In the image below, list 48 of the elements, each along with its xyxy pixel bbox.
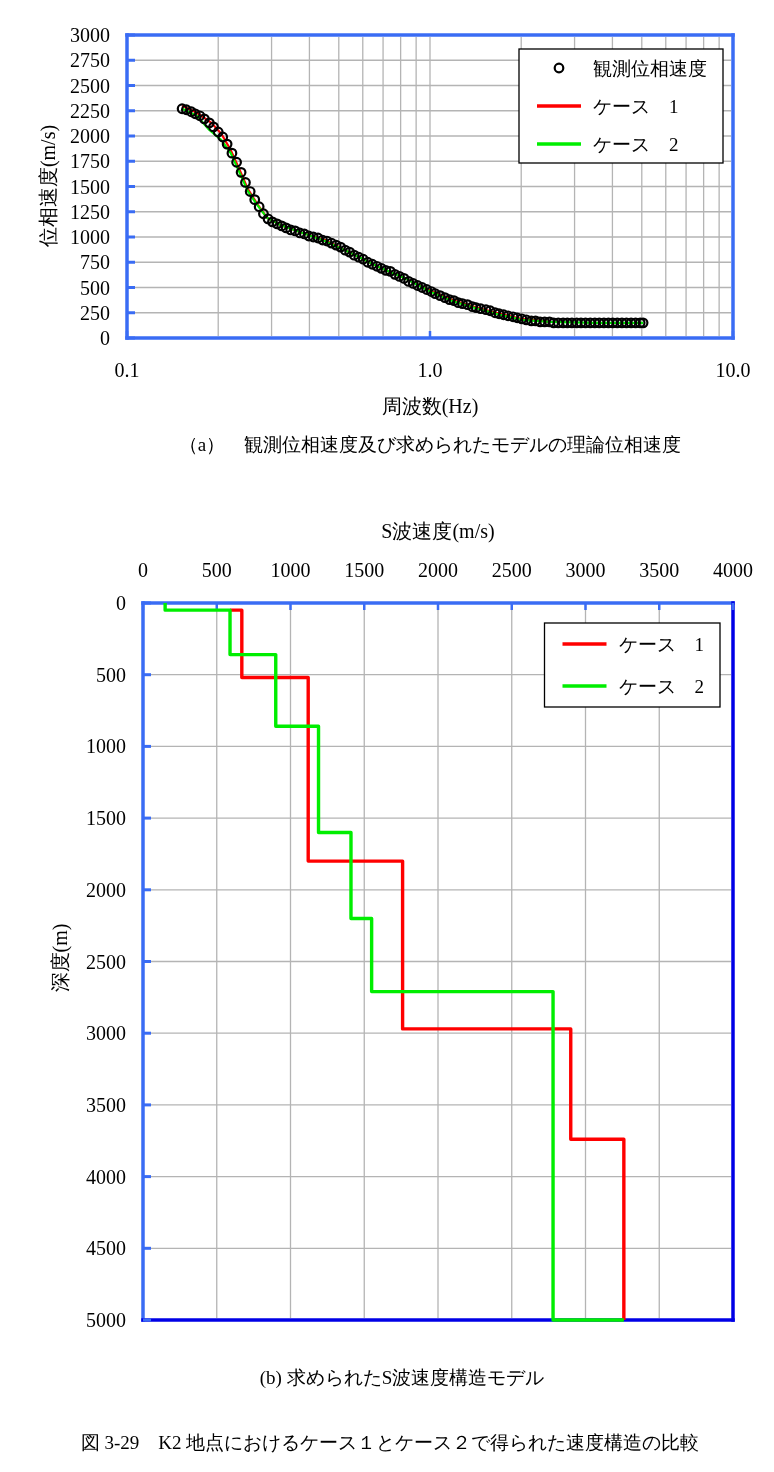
title: （a） 観測位相速度及び求められたモデルの理論位相速度	[178, 434, 682, 455]
x-tick-label: 3500	[639, 559, 680, 581]
y-axis-title: 深度(m)	[49, 923, 71, 993]
legend-label: 観測位相速度	[593, 58, 707, 79]
x-tick-label: 0	[138, 559, 148, 581]
x-tick-label: 1.0	[417, 359, 443, 381]
y-tick-label: 2250	[70, 99, 110, 122]
caption: 図 3-29 K2 地点におけるケース１とケース２で得られた速度構造の比較	[80, 1432, 700, 1453]
x-tick-label: 3000	[565, 559, 606, 581]
y-tick-label: 0	[100, 327, 110, 349]
x-tick-label: 0.1	[114, 359, 140, 381]
y-tick-label: 1000	[70, 226, 110, 248]
y-tick-label: 3000	[70, 24, 110, 46]
y-tick-label: 0	[116, 592, 126, 614]
legend-label: ケース 1	[593, 96, 679, 117]
y-tick-label: 2000	[70, 125, 110, 147]
x-tick-label: 2500	[491, 559, 532, 581]
x-axis-title: S波速度(m/s)	[381, 520, 495, 542]
y-tick-label: 1500	[86, 807, 126, 830]
y-tick-label: 1250	[70, 200, 110, 223]
y-tick-label: 2750	[70, 49, 110, 72]
x-tick-label: 2000	[418, 559, 458, 581]
y-tick-label: 500	[80, 276, 110, 299]
y-tick-label: 2000	[86, 878, 126, 901]
legend-label: ケース 2	[618, 676, 704, 697]
x-axis-title: 周波数(Hz)	[381, 395, 479, 417]
x-tick-label: 1500	[344, 559, 385, 581]
y-tick-label: 2500	[86, 950, 126, 973]
y-axis-title: 位相速度(m/s)	[37, 124, 59, 248]
x-tick-label: 1000	[270, 559, 311, 581]
y-tick-label: 1750	[70, 150, 110, 173]
x-tick-label: 10.0	[715, 359, 751, 381]
y-tick-label: 3500	[86, 1093, 126, 1116]
y-tick-label: 1500	[70, 175, 110, 198]
y-tick-label: 5000	[86, 1309, 126, 1331]
y-tick-label: 4500	[86, 1237, 126, 1260]
y-tick-label: 250	[80, 301, 110, 324]
y-tick-label: 4000	[86, 1165, 126, 1188]
y-tick-label: 3000	[86, 1022, 126, 1045]
legend-label: ケース 2	[593, 134, 679, 155]
legend-label: ケース 1	[618, 634, 704, 655]
x-tick-label: 4000	[713, 559, 753, 581]
title: (b) 求められたS波速度構造モデル	[259, 1367, 545, 1388]
y-tick-label: 750	[80, 251, 110, 274]
y-tick-label: 500	[96, 663, 126, 686]
y-tick-label: 1000	[86, 735, 126, 758]
y-tick-label: 2500	[70, 74, 110, 97]
x-tick-label: 500	[201, 559, 232, 581]
